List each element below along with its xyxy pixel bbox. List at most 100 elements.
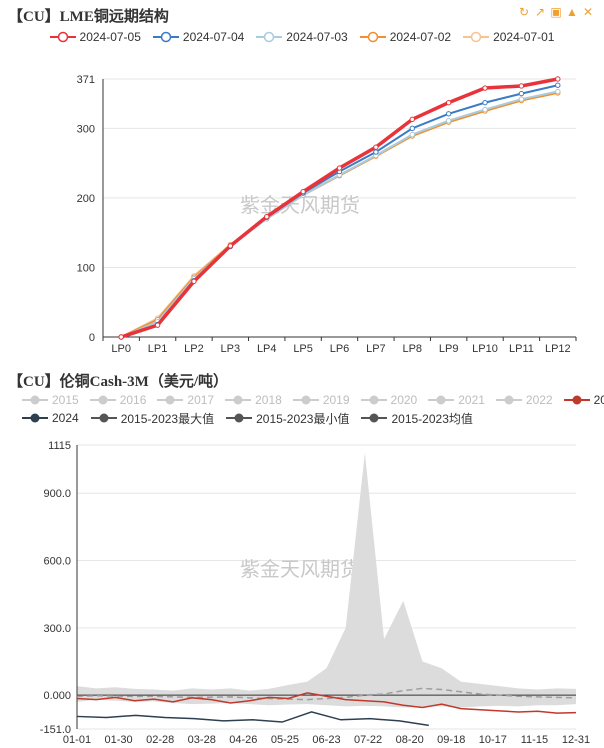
x-tick-label: LP4 (257, 343, 277, 355)
cash-3m-chart: -151.0 0.000 300.0 600.0 900.0 1115 紫金天风期货 01-0… (40, 440, 590, 746)
legend-marker-icon (256, 31, 283, 43)
x-tick-label: LP0 (111, 343, 131, 355)
legend-item-2024-07-02[interactable]: 2024-07-02 (359, 30, 451, 44)
x-tick-label: 10-17 (479, 734, 507, 746)
x-tick-label: 01-01 (63, 734, 91, 746)
x-tick-label: LP1 (148, 343, 168, 355)
legend-item-2015-2023均值[interactable]: 2015-2023均值 (361, 410, 473, 427)
legend-label: 2015-2023均值 (391, 411, 473, 426)
legend-marker-icon (22, 395, 48, 405)
legend-marker-icon (152, 31, 179, 43)
watermark: 紫金天风期货 (240, 558, 360, 581)
legend-marker-icon (22, 413, 48, 423)
legend-item-2023[interactable]: 2023 (563, 393, 604, 407)
series-line-2023[interactable] (76, 692, 577, 714)
data-point[interactable] (555, 88, 561, 95)
legend-item-2017[interactable]: 2017 (157, 393, 214, 407)
data-point[interactable] (445, 111, 452, 117)
data-point[interactable] (336, 165, 343, 171)
series-line-2024[interactable] (76, 711, 429, 727)
legend-marker-icon (361, 413, 388, 423)
data-point[interactable] (373, 144, 379, 150)
legend-label: 2024-07-05 (79, 30, 141, 44)
forward-structure-legend: 2024-07-05 2024-07-04 2024-07-03 2024-07-02… (0, 28, 604, 46)
legend-label: 2020 (390, 393, 418, 407)
data-point[interactable] (518, 83, 525, 89)
cash-3m-panel: 【CU】伦铜Cash-3M（美元/吨） 2015 2016 2017 2018 2019… (0, 360, 604, 748)
x-tick-label: 08-20 (396, 734, 424, 746)
data-point[interactable] (482, 106, 488, 113)
legend-label: 2024-07-01 (493, 30, 555, 44)
data-point[interactable] (518, 96, 525, 102)
restore-icon[interactable]: ↻ (518, 5, 530, 19)
data-point[interactable] (445, 99, 452, 106)
x-tick-label: LP10 (472, 343, 498, 355)
data-point[interactable] (445, 118, 452, 124)
data-point[interactable] (409, 131, 415, 138)
forward-structure-chart: 0 100 200 300 371 LP0 LP1 LP2 LP3 LP4 LP5 LP6 LP7 LP8… (77, 74, 577, 355)
cash-3m-legend: 2015 2016 2017 2018 2019 2020 2021 2022 2023 2024… (0, 391, 604, 427)
x-tick-label: 04-26 (229, 734, 257, 746)
x-tick-label: 11-15 (521, 734, 548, 746)
x-tick-label: LP9 (439, 343, 459, 355)
legend-item-2024-07-05[interactable]: 2024-07-05 (49, 30, 141, 44)
legend-label: 2021 (458, 393, 485, 407)
x-tick-label: LP8 (402, 343, 422, 355)
data-point[interactable] (154, 322, 161, 328)
data-point[interactable] (518, 90, 525, 97)
x-tick-label: LP3 (221, 343, 241, 355)
legend-marker-icon (90, 413, 117, 423)
legend-item-2024-07-01[interactable]: 2024-07-01 (463, 30, 554, 44)
y-tick-label: 100 (77, 262, 95, 274)
legend-item-2024-07-04[interactable]: 2024-07-04 (152, 30, 244, 44)
legend-marker-icon (495, 395, 522, 405)
data-point[interactable] (264, 213, 270, 220)
legend-item-2021[interactable]: 2021 (428, 393, 485, 407)
y-tick-label: 1115 (48, 440, 71, 452)
share-icon[interactable]: ↗ (534, 5, 546, 19)
data-point[interactable] (227, 243, 234, 249)
x-tick-label: LP2 (184, 343, 204, 355)
y-tick-label: 900.0 (43, 488, 71, 500)
x-tick-label: 03-28 (188, 734, 216, 746)
legend-item-2016[interactable]: 2016 (89, 393, 146, 407)
legend-item-2024-07-03[interactable]: 2024-07-03 (256, 30, 348, 44)
x-tick-label: LP7 (366, 343, 386, 355)
chart-toolbox: ↻ ↗ ▣ ▲ ✕ (518, 6, 594, 18)
x-tick-label: 02-28 (146, 734, 174, 746)
legend-marker-icon (226, 413, 253, 423)
legend-label: 2023 (593, 393, 604, 407)
legend-marker-icon (89, 395, 116, 405)
legend-item-2019[interactable]: 2019 (292, 393, 350, 407)
legend-item-2015-2023最大值[interactable]: 2015-2023最大值 (90, 410, 214, 427)
x-tick-label: LP12 (545, 343, 571, 355)
save-image-icon[interactable]: ▣ (550, 5, 562, 19)
fullscreen-icon[interactable]: ✕ (582, 5, 594, 19)
legend-label: 2022 (525, 393, 553, 407)
data-point[interactable] (555, 82, 561, 88)
legend-marker-icon (225, 395, 252, 405)
data-point[interactable] (191, 278, 197, 285)
series-line-mean[interactable] (76, 687, 577, 701)
x-tick-label: 01-30 (105, 734, 133, 746)
legend-item-2022[interactable]: 2022 (495, 393, 553, 407)
data-point[interactable] (373, 149, 379, 155)
legend-marker-icon (157, 395, 184, 405)
data-point[interactable] (555, 76, 561, 82)
legend-item-2020[interactable]: 2020 (360, 393, 418, 407)
data-point[interactable] (482, 85, 488, 91)
forward-structure-title: 【CU】LME铜远期结构 (8, 9, 169, 25)
y-tick-label: 0.000 (43, 690, 71, 702)
legend-item-2015[interactable]: 2015 (22, 393, 79, 407)
legend-item-2024[interactable]: 2024 (22, 411, 79, 425)
legend-item-2018[interactable]: 2018 (225, 393, 282, 407)
legend-item-2015-2023最小值[interactable]: 2015-2023最小值 (226, 410, 349, 427)
data-point[interactable] (482, 99, 488, 106)
data-point[interactable] (409, 125, 415, 132)
data-point[interactable] (300, 188, 306, 195)
data-point[interactable] (409, 116, 415, 123)
forward-structure-panel: 【CU】LME铜远期结构 ↻ ↗ ▣ ▲ ✕ 2024-07-05 2024-07… (0, 0, 604, 360)
legend-marker-icon (359, 31, 386, 43)
data-point[interactable] (118, 334, 124, 340)
bell-icon[interactable]: ▲ (566, 5, 578, 19)
